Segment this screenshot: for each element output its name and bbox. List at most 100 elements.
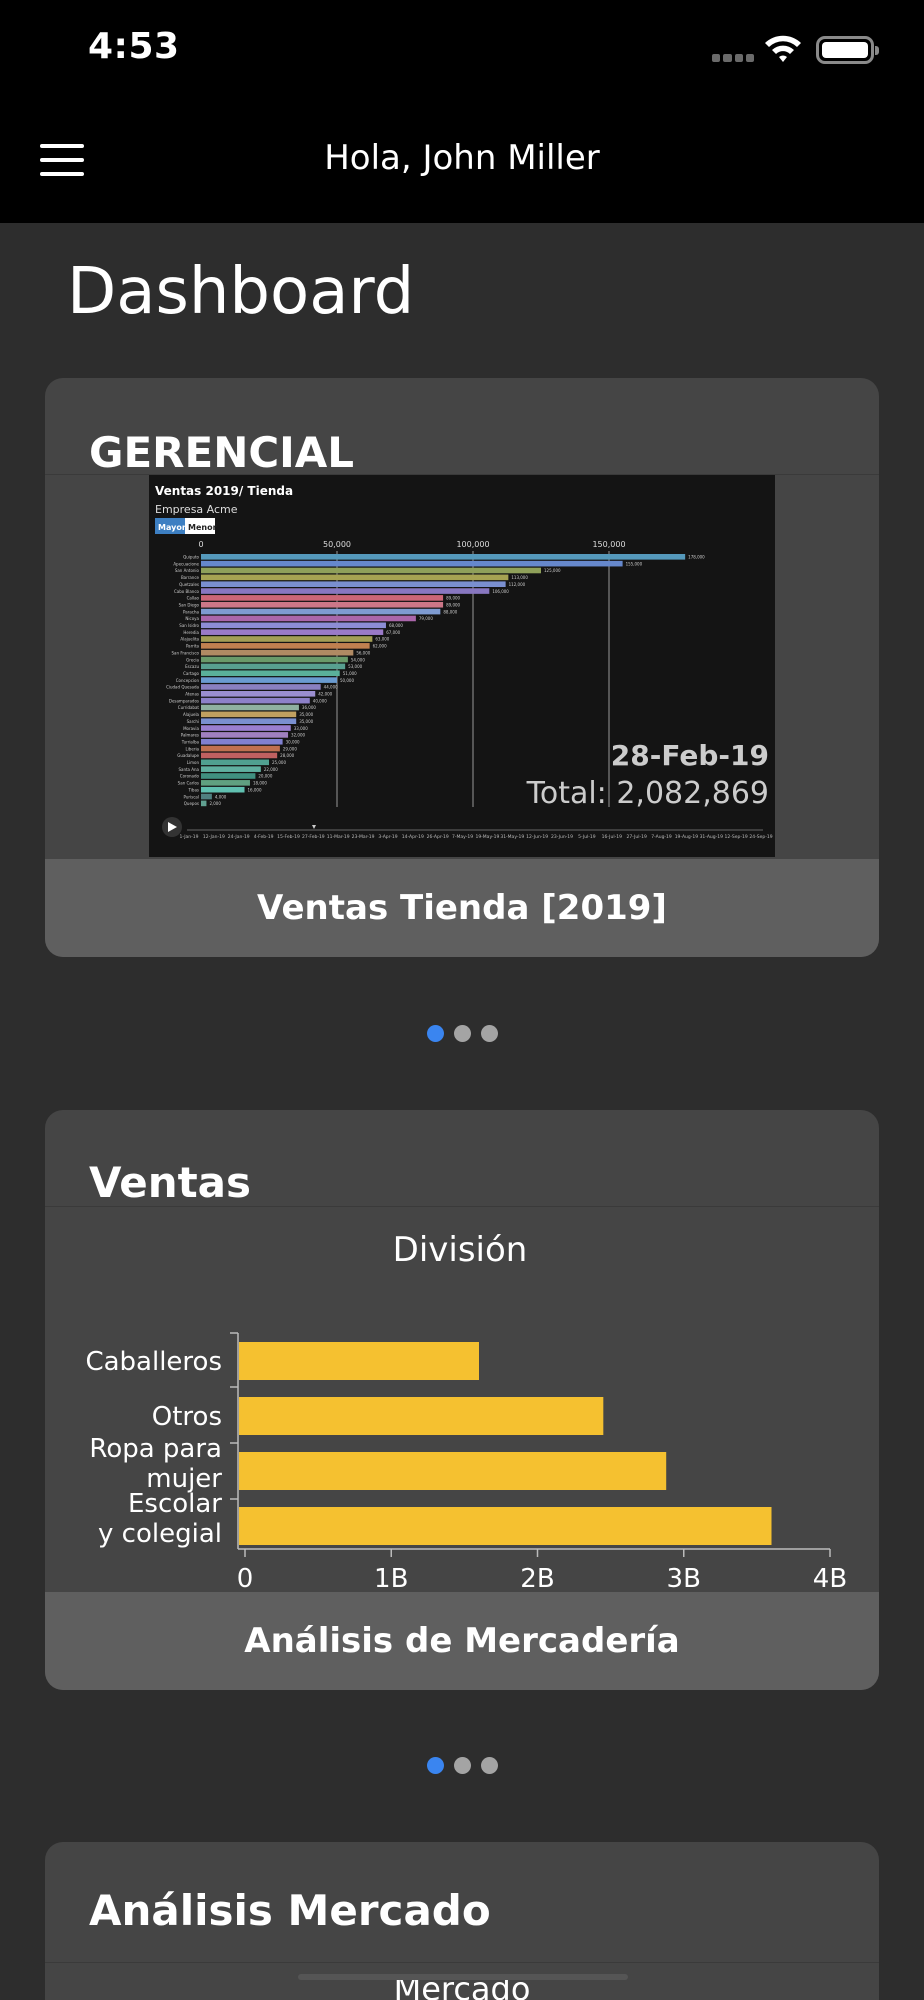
page-dot[interactable]	[480, 1025, 498, 1042]
timeline-label: 11-Mar-19	[327, 834, 350, 840]
card-footer-label[interactable]: Análisis de Mercadería	[45, 1592, 879, 1690]
store-bar	[201, 786, 245, 793]
bar-category-label: San Diego	[179, 602, 200, 607]
bar-category-label: Callao	[187, 596, 200, 601]
bar-category-label: Turrialba	[181, 739, 200, 744]
store-bar	[201, 677, 337, 683]
bar-value-label: 112,000	[509, 582, 526, 587]
timeline-label: 27-Jul-19	[626, 834, 647, 840]
store-bar	[201, 697, 310, 704]
store-bar	[201, 711, 297, 718]
bar-value-label: 18,000	[253, 781, 267, 786]
bar-category-label: Desamparados	[169, 698, 199, 703]
timeline-label: 31-May-19	[500, 834, 524, 840]
store-bar	[201, 800, 207, 807]
bar-value-label: 35,000	[299, 719, 313, 724]
bar-category-label: Escazu	[185, 664, 199, 669]
card-title: Ventas	[89, 1158, 252, 1207]
x-tick-label: 4B	[813, 1564, 847, 1591]
page-indicator[interactable]	[0, 1025, 924, 1042]
card-analisis-mercado[interactable]: Análisis Mercado Mercado	[45, 1842, 879, 2000]
bar-value-label: 32,000	[291, 733, 305, 738]
timeline-label: 14-Apr-19	[402, 834, 424, 840]
division-bar	[239, 1397, 604, 1435]
bar-value-label: 54,000	[351, 657, 365, 662]
sort-toggle[interactable]: Mayor Menor	[155, 518, 217, 534]
store-bar	[201, 554, 686, 560]
bar-category-label: San Isidro	[179, 623, 199, 628]
store-bar	[201, 560, 623, 567]
store-bar	[201, 759, 269, 766]
card-gerencial[interactable]: GERENCIAL Ventas 2019/ Tienda Empresa Ac…	[45, 378, 879, 957]
bar-value-label: 79,000	[419, 616, 433, 621]
timeline-label: 23-Jun-19	[551, 834, 573, 840]
bar-category-label: Alajuela	[183, 712, 200, 717]
toggle-mayor: Mayor	[158, 523, 186, 532]
page-dot[interactable]	[426, 1025, 444, 1042]
store-bar	[201, 574, 509, 581]
store-bar	[201, 684, 321, 690]
timeline-label: 12-Jan-19	[203, 834, 225, 840]
cellular-signal-icon	[712, 54, 754, 62]
bar-category-label: Curridabat	[178, 705, 200, 710]
axis-tick-label: 150,000	[592, 540, 625, 549]
x-tick-label: 2B	[520, 1564, 554, 1591]
bar-value-label: 2,000	[209, 801, 221, 806]
card-ventas[interactable]: Ventas División 0 1B 2B 3B 4B Caballeros Otro…	[45, 1110, 879, 1690]
page-dot[interactable]	[480, 1757, 498, 1774]
store-bar	[201, 718, 297, 724]
chart-total-label: Total: 2,082,869	[526, 776, 769, 811]
divider	[45, 1962, 879, 1963]
store-bar	[201, 793, 212, 800]
bar-category-label: Moravia	[183, 726, 199, 731]
hamburger-menu-icon[interactable]	[40, 144, 84, 176]
page-indicator[interactable]	[0, 1757, 924, 1774]
bar-category-label: Grecia	[186, 657, 199, 662]
timeline-label: 26-Apr-19	[427, 834, 449, 840]
timeline-label: 5-Jul-19	[578, 834, 596, 840]
bar-value-label: 68,000	[389, 623, 403, 628]
bar-category-label: Parrita	[186, 644, 200, 649]
timeline-label: 4-Feb-19	[254, 834, 274, 840]
timeline-marker[interactable]	[312, 825, 316, 829]
bar-category-label: Concepcion	[176, 678, 200, 683]
axis-tick-label: 0	[198, 540, 203, 549]
card-footer-label[interactable]: Ventas Tienda [2019]	[45, 859, 879, 957]
bar-value-label: 40,000	[313, 698, 327, 703]
store-bar	[201, 608, 441, 615]
store-bar	[201, 649, 354, 656]
bar-value-label: 28,000	[280, 753, 294, 758]
bar-value-label: 89,000	[446, 596, 460, 601]
status-bar: 4:53	[0, 0, 924, 100]
store-bar	[201, 732, 289, 738]
timeline-label: 7-Aug-19	[651, 834, 672, 840]
bar-category-label: Coronado	[180, 774, 200, 779]
store-bar	[201, 629, 384, 635]
chart-title: División	[393, 1230, 528, 1270]
bar-value-label: 20,000	[258, 774, 272, 779]
divider	[45, 1206, 879, 1207]
store-bar	[201, 745, 280, 752]
bar-category-label: Nicoya	[185, 616, 199, 621]
bar-category-label: San Francisco	[172, 650, 200, 655]
bar-race-chart[interactable]: Ventas 2019/ Tienda Empresa Acme Mayor M…	[149, 475, 775, 857]
timeline-label: 1-Jan-19	[179, 834, 198, 840]
store-bar	[201, 656, 348, 663]
bar-category-label: Paracha	[183, 609, 200, 614]
division-bar	[239, 1507, 772, 1545]
page-dot[interactable]	[453, 1025, 471, 1042]
bar-value-label: 53,000	[348, 664, 362, 669]
page-dot[interactable]	[426, 1757, 444, 1774]
store-bar	[201, 670, 340, 677]
timeline-label: 27-Feb-19	[302, 834, 325, 840]
bar-value-label: 25,000	[272, 760, 286, 765]
bar-category-label: Alajuelita	[180, 637, 199, 642]
x-tick-label: 1B	[374, 1564, 408, 1591]
bar-value-label: 44,000	[324, 685, 338, 690]
store-bar	[201, 636, 373, 642]
chart-title: Ventas 2019/ Tienda	[155, 484, 293, 498]
page-dot[interactable]	[453, 1757, 471, 1774]
store-bar	[201, 615, 416, 622]
card-title: GERENCIAL	[89, 428, 355, 477]
